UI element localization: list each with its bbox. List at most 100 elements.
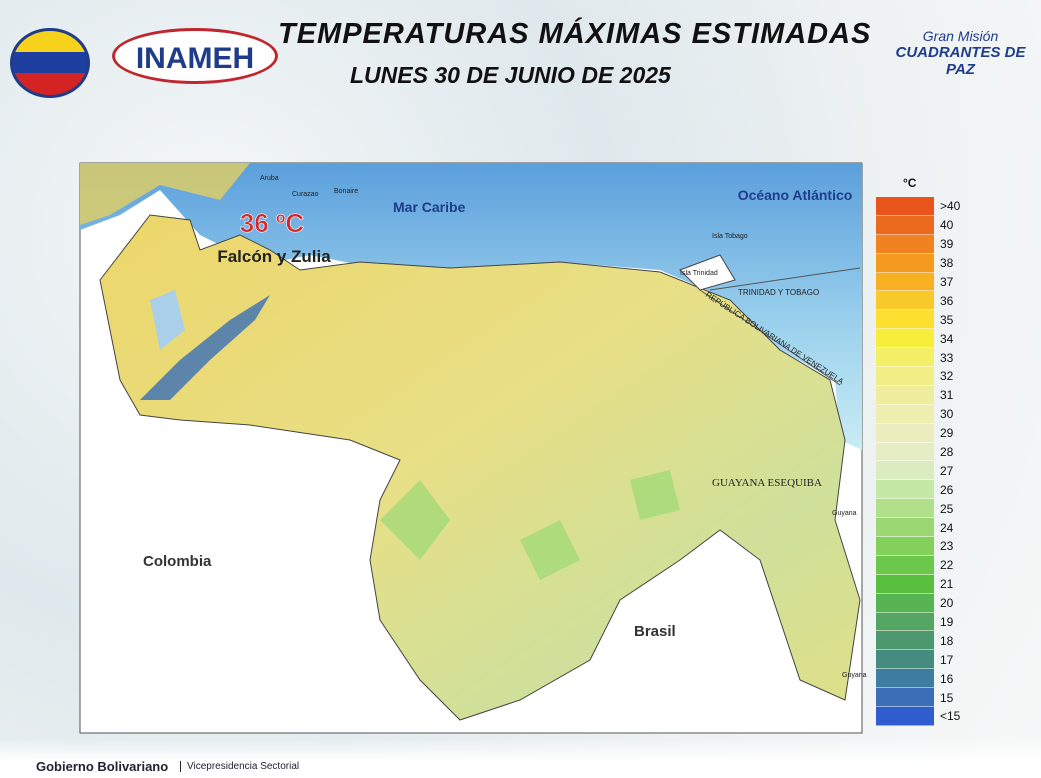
mision-text: Gran Misión [922,28,999,44]
legend-swatch [876,329,934,349]
legend-label: 31 [940,388,954,403]
legend-swatch [876,480,934,500]
legend-swatch [876,518,934,538]
title: TEMPERATURAS MÁXIMAS ESTIMADAS [278,18,872,50]
legend-label: 18 [940,633,954,648]
legend-label: 40 [940,218,954,233]
legend-swatch [876,555,934,575]
legend-row: 22 [876,555,980,575]
island-label: Aruba [260,175,279,182]
island-label: Curazao [292,191,319,198]
legend-swatch [876,234,934,254]
legend-row: 17 [876,650,980,670]
legend-row: 24 [876,518,980,538]
mision-text: CUADRANTES DE PAZ [895,44,1026,78]
legend: >40 40 39 38 37 36 35 34 33 32 31 30 29 28 27 26 25 24 23 2… [876,197,980,726]
legend-row: 15 [876,688,980,708]
country-label: Colombia [143,553,212,570]
legend-row: 29 [876,423,980,443]
legend-label: 29 [940,426,954,441]
legend-row: 33 [876,348,980,368]
legend-label: >40 [940,199,961,214]
legend-label: 17 [940,652,954,667]
legend-label: 37 [940,275,954,289]
legend-swatch [876,272,934,292]
country-label: Brasil [634,623,676,640]
legend-row: 20 [876,593,980,613]
footer [0,738,1041,778]
legend-label: 23 [940,539,954,554]
highlight-region: Falcón y Zulia [217,247,331,266]
legend-swatch [876,385,934,405]
legend-swatch [876,707,934,726]
legend-swatch [876,423,934,443]
legend-label: 15 [940,690,954,705]
legend-swatch [876,291,934,311]
legend-label: 25 [940,501,954,516]
legend-label: <15 [940,709,961,724]
legend-swatch [876,650,934,670]
legend-unit: °C [903,176,917,190]
legend-label: 21 [940,577,954,592]
legend-label: 39 [940,237,954,252]
sea [80,163,862,450]
ocean-label: Océano Atlántico [738,187,853,203]
legend-row: 26 [876,480,980,500]
footer-text: Vicepresidencia Sectorial [180,761,299,772]
mision-logo: Gran Misión CUADRANTES DE PAZ [880,28,1041,78]
legend-label: 20 [940,596,954,611]
legend-row: 35 [876,310,980,330]
legend-row: 21 [876,574,980,594]
venezuela [99,214,861,721]
legend-row: 32 [876,367,980,386]
legend-swatch [876,688,934,708]
legend-label: 19 [940,615,954,630]
ocean-label: Océano Atlántico [738,187,853,203]
legend-row: 25 [876,499,980,519]
sea-label: Mar Caribe [393,199,466,215]
legend-row: 30 [876,404,980,424]
legend-label: 32 [940,369,954,384]
legend-label: 24 [940,520,954,535]
legend-swatch [876,404,934,424]
legend-swatch [876,253,934,273]
legend-swatch [876,310,934,330]
legend-row: 37 [876,272,980,292]
subtitle: LUNES 30 DE JUNIO DE 2025 [350,62,671,88]
legend-row: 18 [876,631,980,651]
legend-row: 28 [876,442,980,462]
lago-maracaibo [150,290,185,350]
legend-row: 16 [876,669,980,689]
legend-swatch [876,197,934,216]
legend-label: 38 [940,256,954,271]
legend-row: 39 [876,234,980,254]
legend-label: 34 [940,331,954,346]
legend-row: 27 [876,461,980,481]
legend-row: >40 [876,197,980,216]
legend-label: 30 [940,407,954,422]
legend-row: 38 [876,253,980,273]
legend-swatch [876,348,934,368]
legend-label: 35 [940,312,954,327]
legend-label: 22 [940,558,954,573]
legend-swatch [876,367,934,386]
legend-row: 19 [876,612,980,632]
legend-label: 36 [940,293,954,308]
island-label: Isla Tobago [712,233,748,240]
legend-row: <15 [876,707,980,726]
legend-swatch [876,574,934,594]
highlight-value: 36 ºC [240,208,305,238]
island-label: Isla Trinidad [680,270,718,277]
legend-swatch [876,631,934,651]
legend-swatch [876,442,934,462]
legend-row: 31 [876,385,980,405]
country-label: Guyana [842,672,867,679]
legend-label: 16 [940,671,954,686]
footer-text: Gobierno Bolivariano [36,759,169,774]
country-label: TRINIDAD Y TOBAGO [738,288,819,297]
legend-row: 36 [876,291,980,311]
trinidad-island [679,254,736,291]
legend-row: 40 [876,215,980,235]
